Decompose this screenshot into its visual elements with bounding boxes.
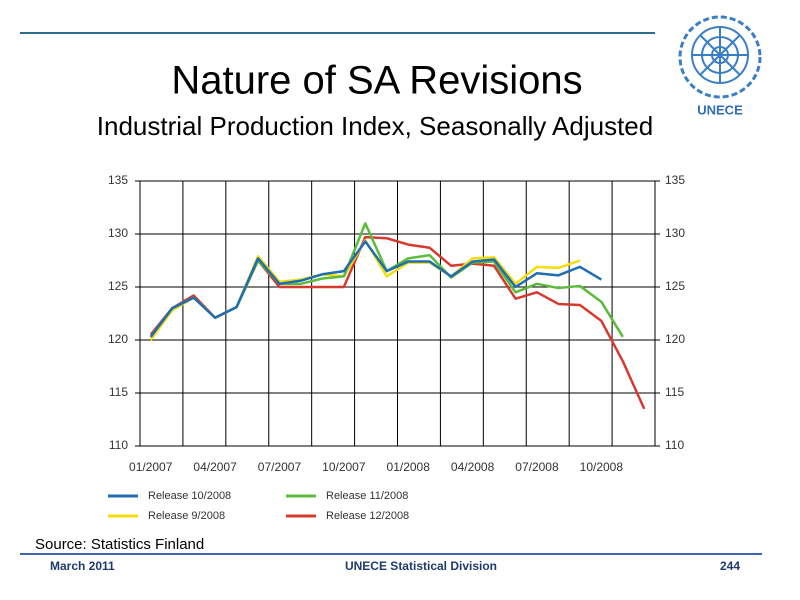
- y-tick-label: 115: [109, 385, 128, 399]
- y-tick-label: 125: [108, 279, 128, 293]
- y-tick-label: 110: [109, 438, 128, 452]
- y-tick-label: 120: [108, 332, 128, 346]
- slide-title: Nature of SA Revisions: [171, 59, 582, 103]
- series-line: [149, 240, 602, 338]
- logo-label: UNECE: [697, 102, 743, 117]
- y2-tick-label: 130: [665, 226, 685, 240]
- legend-label: Release 12/2008: [326, 510, 409, 522]
- y-tick-label: 135: [108, 173, 128, 187]
- x-tick-label: 04/2008: [451, 460, 495, 474]
- y2-tick-label: 135: [665, 173, 685, 187]
- source-note: Source: Statistics Finland: [35, 536, 204, 553]
- y2-tick-label: 125: [665, 279, 685, 293]
- x-tick-label: 10/2007: [322, 460, 366, 474]
- x-tick-label: 07/2008: [515, 460, 559, 474]
- y2-tick-label: 120: [665, 332, 685, 346]
- x-tick-label: 04/2007: [193, 460, 237, 474]
- x-tick-label: 01/2007: [129, 460, 173, 474]
- legend-label: Release 11/2008: [326, 490, 408, 502]
- legend-label: Release 10/2008: [148, 490, 231, 502]
- footer-org: UNECE Statistical Division: [345, 559, 497, 573]
- y-tick-label: 130: [108, 226, 128, 240]
- y2-tick-label: 115: [665, 385, 684, 399]
- logo: [678, 15, 762, 99]
- x-tick-label: 10/2008: [580, 460, 624, 474]
- footer-date: March 2011: [50, 559, 115, 573]
- legend-label: Release 9/2008: [148, 510, 225, 522]
- footer-page: 244: [720, 559, 740, 573]
- x-tick-label: 01/2008: [387, 460, 431, 474]
- y2-tick-label: 110: [665, 438, 684, 452]
- slide-subtitle: Industrial Production Index, Seasonally …: [97, 111, 653, 141]
- x-tick-label: 07/2007: [258, 460, 302, 474]
